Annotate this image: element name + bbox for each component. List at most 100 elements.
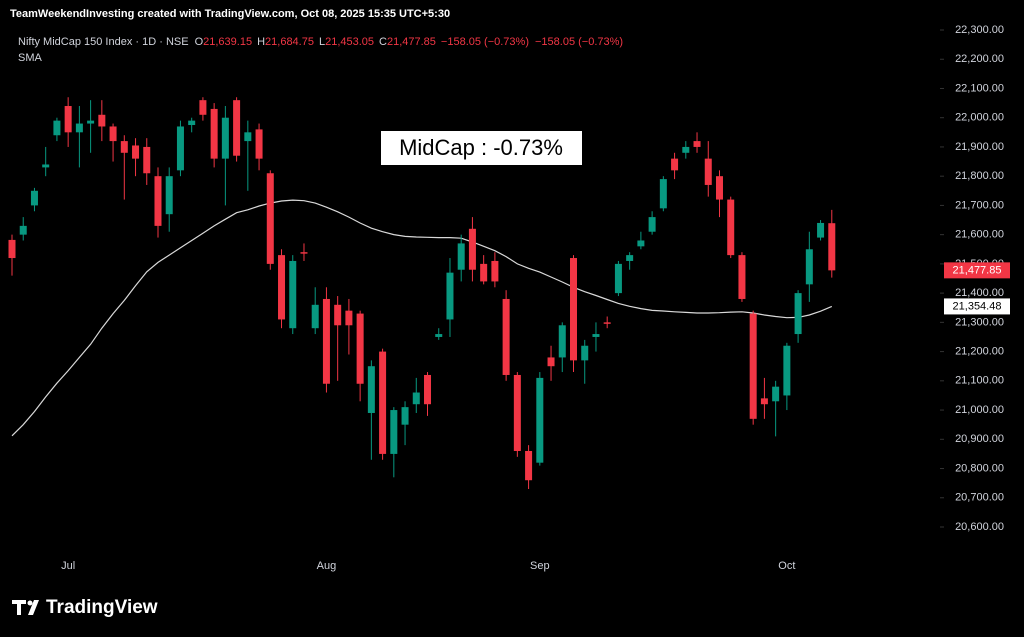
y-tick-label: 21,900.00 bbox=[955, 141, 1004, 153]
candle-body bbox=[255, 129, 263, 159]
candle-body bbox=[682, 146, 690, 153]
sma-line bbox=[11, 199, 833, 437]
candle-body bbox=[626, 255, 634, 261]
candle-body bbox=[334, 304, 342, 326]
field-value: 21,684.75 bbox=[265, 36, 314, 48]
y-tick-label: 22,000.00 bbox=[955, 112, 1004, 124]
candle-body bbox=[390, 410, 398, 454]
candle-body bbox=[502, 298, 510, 375]
x-tick-label: Jul bbox=[61, 560, 75, 572]
candle-body bbox=[30, 190, 38, 206]
candle-body bbox=[715, 176, 723, 200]
candle-body bbox=[637, 240, 645, 247]
candle-body bbox=[581, 345, 589, 361]
field-value: 21,477.85 bbox=[387, 36, 436, 48]
candle-body bbox=[311, 304, 319, 329]
candle-body bbox=[727, 199, 735, 256]
field-value: 21,639.15 bbox=[203, 36, 252, 48]
candle-body bbox=[435, 334, 443, 337]
candle-body bbox=[693, 141, 701, 147]
candle-body bbox=[513, 374, 521, 451]
candle-body bbox=[446, 272, 454, 320]
candle-body bbox=[300, 252, 308, 254]
candle-body bbox=[87, 120, 95, 124]
candle-body bbox=[614, 263, 622, 294]
candle-body bbox=[401, 407, 409, 425]
price-tag bbox=[944, 262, 1010, 279]
candle-body bbox=[457, 243, 465, 270]
candle-body bbox=[424, 374, 432, 405]
y-tick-label: 21,200.00 bbox=[955, 345, 1004, 357]
logo-icon bbox=[12, 600, 39, 615]
top-text: TeamWeekendInvesting created with Tradin… bbox=[10, 8, 450, 20]
candle-body bbox=[772, 386, 780, 402]
change: −158.05 (−0.73%) bbox=[441, 36, 529, 48]
candle-body bbox=[109, 126, 117, 142]
y-tick-label: 21,600.00 bbox=[955, 229, 1004, 241]
y-tick-label: 20,600.00 bbox=[955, 521, 1004, 533]
y-tick-label: 21,000.00 bbox=[955, 404, 1004, 416]
legend-fields: O 21,639.15 H 21,684.75 L 21,453.05 C 21,477.85… bbox=[195, 36, 624, 48]
annotation-box bbox=[381, 131, 582, 165]
y-tick-label: 22,300.00 bbox=[955, 24, 1004, 36]
candle-body bbox=[783, 345, 791, 396]
y-tick-label: 20,700.00 bbox=[955, 492, 1004, 504]
candle-body bbox=[794, 293, 802, 335]
candle-body bbox=[75, 123, 83, 133]
change: −158.05 (−0.73%) bbox=[535, 36, 623, 48]
candle-body bbox=[199, 100, 207, 115]
candle-body bbox=[412, 392, 420, 405]
candle-body bbox=[592, 334, 600, 337]
price-tag bbox=[944, 298, 1010, 315]
candle-body bbox=[828, 223, 836, 271]
candle-body bbox=[64, 106, 72, 133]
candle-body bbox=[176, 126, 184, 171]
candle-body bbox=[547, 357, 555, 367]
symbol: Nifty MidCap 150 Index · 1D · NSE bbox=[18, 36, 189, 48]
candle-body bbox=[132, 145, 140, 159]
field-key: H bbox=[257, 36, 265, 48]
candle-body bbox=[379, 351, 387, 454]
candle-body bbox=[659, 179, 667, 209]
x-tick-label: Aug bbox=[317, 560, 337, 572]
candle-body bbox=[165, 176, 173, 215]
annotation: MidCap : -0.73% bbox=[399, 135, 563, 160]
candle-body bbox=[266, 173, 274, 264]
candle-body bbox=[98, 114, 106, 127]
y-tick-label: 20,800.00 bbox=[955, 462, 1004, 474]
candle-body bbox=[120, 141, 128, 153]
price-tag-label: 21,477.85 bbox=[953, 264, 1002, 276]
y-tick-label: 21,100.00 bbox=[955, 375, 1004, 387]
y-tick-label: 22,200.00 bbox=[955, 53, 1004, 65]
field-key: C bbox=[379, 36, 387, 48]
candle-body bbox=[244, 132, 252, 142]
candle-body bbox=[558, 325, 566, 358]
logo-text: TradingView bbox=[46, 597, 158, 618]
x-tick-label: Oct bbox=[778, 560, 795, 572]
candle-body bbox=[289, 260, 297, 329]
candle-body bbox=[570, 258, 577, 361]
y-tick-label: 22,100.00 bbox=[955, 82, 1004, 94]
candle-body bbox=[603, 322, 611, 324]
x-tick-label: Sep bbox=[530, 560, 550, 572]
candle-body bbox=[536, 377, 544, 463]
candle-body bbox=[749, 313, 757, 419]
field-key: O bbox=[195, 36, 204, 48]
field-key: L bbox=[319, 36, 325, 48]
indicator: SMA bbox=[18, 52, 43, 64]
candle-body bbox=[468, 228, 476, 270]
candle-body bbox=[188, 120, 196, 126]
candle-body bbox=[322, 298, 330, 384]
candle-body bbox=[760, 398, 768, 405]
field-value: 21,453.05 bbox=[325, 36, 374, 48]
candle-body bbox=[345, 310, 353, 326]
candle-body bbox=[704, 158, 712, 185]
y-tick-label: 21,400.00 bbox=[955, 287, 1004, 299]
price-tag-label: 21,354.48 bbox=[953, 300, 1002, 312]
candle-body bbox=[491, 260, 499, 282]
y-tick-label: 21,700.00 bbox=[955, 199, 1004, 211]
candle-body bbox=[8, 239, 16, 259]
y-tick-label: 21,800.00 bbox=[955, 170, 1004, 182]
